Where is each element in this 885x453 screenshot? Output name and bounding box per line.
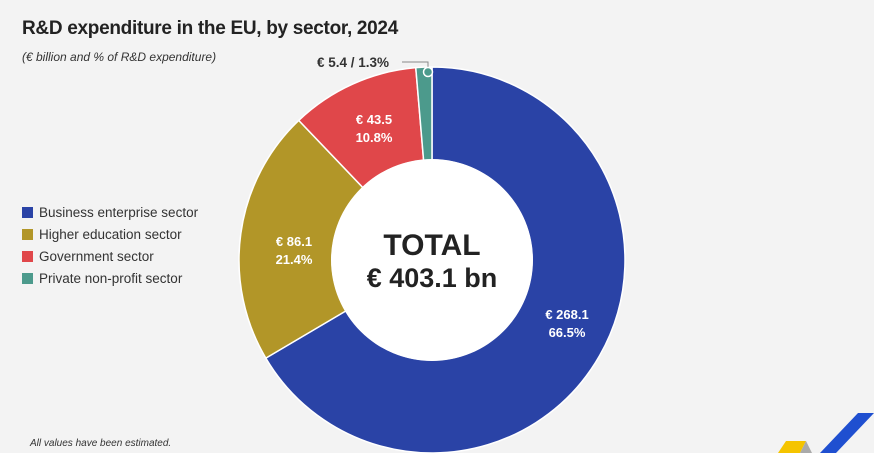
- logo-yellow-shape: [778, 441, 806, 453]
- legend-label: Private non-profit sector: [39, 270, 183, 286]
- chart-title: R&D expenditure in the EU, by sector, 20…: [22, 18, 398, 39]
- center-total-label: TOTAL: [383, 229, 480, 262]
- slice-label-business-value: € 268.1: [545, 307, 588, 322]
- slice-label-business-percent: 66.5%: [549, 325, 586, 340]
- slice-label-private-non-profit: € 5.4 / 1.3%: [317, 55, 389, 70]
- slice-label-government-value: € 43.5: [356, 112, 392, 127]
- logo-grey-shape: [800, 441, 812, 453]
- legend-item-government: Government sector: [22, 245, 198, 267]
- legend-swatch: [22, 250, 33, 262]
- legend-item-private-non-profit: Private non-profit sector: [22, 267, 198, 289]
- legend-swatch: [22, 272, 33, 284]
- center-total-value: € 403.1 bn: [367, 263, 498, 293]
- footnote: All values have been estimated.: [30, 438, 172, 449]
- callout-dot: [422, 66, 434, 78]
- legend-item-business: Business enterprise sector: [22, 201, 198, 223]
- slice-label-government-percent: 10.8%: [356, 130, 393, 145]
- eurostat-logo: [778, 413, 874, 453]
- legend: Business enterprise sector Higher educat…: [22, 201, 198, 289]
- donut-hole: [331, 159, 533, 361]
- logo-blue-shape: [820, 413, 874, 453]
- legend-swatch: [22, 228, 33, 240]
- chart-subtitle: (€ billion and % of R&D expenditure): [22, 50, 217, 64]
- legend-item-higher-education: Higher education sector: [22, 223, 198, 245]
- legend-label: Government sector: [39, 248, 154, 264]
- slice-label-higher-education-percent: 21.4%: [276, 252, 313, 267]
- slice-label-higher-education-value: € 86.1: [276, 234, 312, 249]
- legend-label: Higher education sector: [39, 226, 182, 242]
- legend-label: Business enterprise sector: [39, 204, 199, 220]
- legend-swatch: [22, 206, 33, 218]
